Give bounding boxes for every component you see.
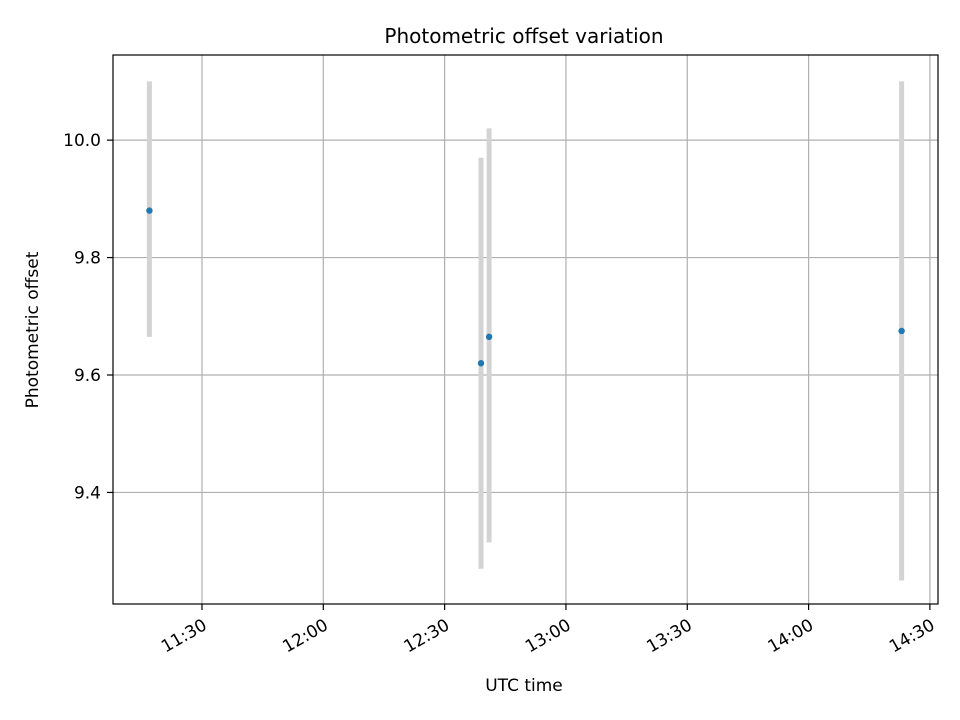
x-axis-ticks: 11:30 12:00 12:30 13:00 13:30 14:00 14:30 bbox=[158, 604, 938, 657]
grid bbox=[113, 55, 938, 604]
chart-title: Photometric offset variation bbox=[384, 24, 663, 48]
x-tick-label: 13:30 bbox=[643, 615, 695, 657]
x-tick-label: 12:00 bbox=[279, 615, 331, 657]
data-point bbox=[477, 360, 485, 367]
error-bars bbox=[146, 81, 905, 581]
data-point bbox=[898, 327, 905, 335]
data-point bbox=[485, 333, 493, 341]
x-axis-label: UTC time bbox=[485, 676, 563, 696]
y-tick-label: 9.4 bbox=[74, 483, 101, 503]
x-tick-label: 13:00 bbox=[522, 615, 574, 657]
y-axis-ticks: 9.4 9.6 9.8 10.0 bbox=[63, 131, 113, 503]
y-tick-label: 9.6 bbox=[74, 366, 101, 386]
data-points bbox=[146, 207, 905, 367]
x-tick-label: 12:30 bbox=[401, 615, 453, 657]
plot-frame bbox=[112, 54, 939, 605]
x-tick-label: 11:30 bbox=[158, 615, 210, 657]
y-tick-label: 10.0 bbox=[63, 131, 101, 151]
y-axis-label: Photometric offset bbox=[23, 251, 43, 408]
x-tick-label: 14:00 bbox=[765, 615, 817, 657]
x-tick-label: 14:30 bbox=[886, 615, 938, 657]
y-tick-label: 9.8 bbox=[74, 249, 101, 269]
data-point bbox=[146, 207, 153, 214]
